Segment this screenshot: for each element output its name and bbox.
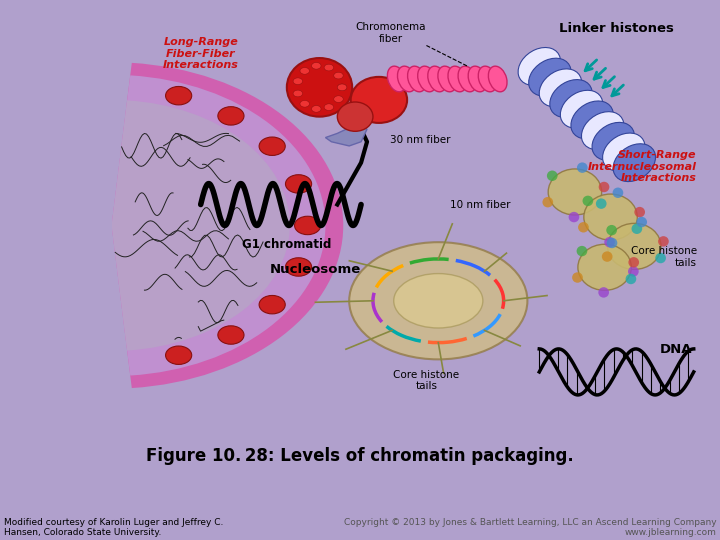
Ellipse shape — [394, 274, 483, 328]
Ellipse shape — [397, 66, 416, 92]
Ellipse shape — [577, 163, 588, 173]
Ellipse shape — [577, 246, 588, 256]
Text: Modified courtesy of Karolin Luger and Jeffrey C.
Hansen, Colorado State Univers: Modified courtesy of Karolin Luger and J… — [4, 518, 223, 537]
Ellipse shape — [626, 274, 636, 284]
Ellipse shape — [606, 225, 617, 235]
Ellipse shape — [478, 66, 497, 92]
Ellipse shape — [628, 266, 639, 276]
Circle shape — [334, 72, 343, 79]
Ellipse shape — [613, 187, 624, 198]
Circle shape — [293, 78, 302, 85]
Ellipse shape — [631, 224, 642, 234]
Ellipse shape — [560, 90, 603, 128]
Text: Core histone
tails: Core histone tails — [631, 246, 697, 268]
Circle shape — [324, 64, 333, 71]
Ellipse shape — [596, 198, 606, 209]
Ellipse shape — [448, 66, 467, 92]
Ellipse shape — [572, 272, 582, 283]
Ellipse shape — [613, 144, 655, 181]
Ellipse shape — [582, 112, 624, 150]
Circle shape — [285, 175, 312, 193]
Ellipse shape — [337, 102, 373, 131]
Circle shape — [166, 86, 192, 105]
Ellipse shape — [592, 123, 634, 160]
Text: Copyright © 2013 by Jones & Bartlett Learning, LLC an Ascend Learning Company
ww: Copyright © 2013 by Jones & Bartlett Lea… — [343, 518, 716, 537]
Ellipse shape — [542, 197, 553, 207]
Ellipse shape — [458, 66, 477, 92]
Text: Linker histones: Linker histones — [559, 23, 674, 36]
Ellipse shape — [578, 244, 631, 291]
Circle shape — [293, 90, 302, 97]
Ellipse shape — [604, 237, 615, 247]
Circle shape — [218, 326, 244, 344]
Wedge shape — [112, 76, 325, 375]
Ellipse shape — [408, 66, 426, 92]
Ellipse shape — [584, 194, 637, 240]
Ellipse shape — [634, 207, 645, 217]
Ellipse shape — [468, 66, 487, 92]
Ellipse shape — [547, 171, 557, 181]
Text: DNA: DNA — [660, 342, 692, 356]
Ellipse shape — [602, 251, 613, 262]
Ellipse shape — [569, 212, 580, 222]
Circle shape — [294, 216, 320, 235]
Ellipse shape — [550, 79, 592, 117]
Ellipse shape — [636, 217, 647, 227]
Ellipse shape — [387, 66, 406, 92]
Text: G1 chromatid: G1 chromatid — [243, 238, 332, 251]
Ellipse shape — [582, 195, 593, 206]
Ellipse shape — [351, 77, 407, 123]
Circle shape — [312, 63, 321, 69]
Ellipse shape — [571, 101, 613, 139]
Ellipse shape — [438, 66, 456, 92]
Circle shape — [312, 105, 321, 112]
Ellipse shape — [655, 253, 666, 264]
Ellipse shape — [539, 69, 582, 107]
Wedge shape — [112, 100, 289, 350]
Text: 10 nm fiber: 10 nm fiber — [449, 200, 510, 211]
Ellipse shape — [629, 257, 639, 267]
Ellipse shape — [528, 58, 571, 96]
Ellipse shape — [608, 224, 661, 269]
Ellipse shape — [518, 48, 560, 85]
Circle shape — [337, 84, 347, 91]
Ellipse shape — [349, 242, 528, 360]
Ellipse shape — [658, 236, 669, 247]
Ellipse shape — [418, 66, 436, 92]
Ellipse shape — [548, 169, 602, 215]
Ellipse shape — [603, 133, 645, 171]
Circle shape — [259, 137, 285, 156]
Circle shape — [300, 100, 310, 107]
Ellipse shape — [428, 66, 446, 92]
Circle shape — [285, 258, 312, 276]
Text: 30 nm fiber: 30 nm fiber — [390, 136, 451, 145]
Circle shape — [334, 96, 343, 103]
Text: Short-Range
Internucleosomal
Interactions: Short-Range Internucleosomal Interaction… — [588, 150, 697, 183]
Text: Chromonema
fiber: Chromonema fiber — [356, 23, 426, 44]
Circle shape — [300, 68, 310, 74]
Circle shape — [218, 107, 244, 125]
Circle shape — [259, 295, 285, 314]
Ellipse shape — [598, 287, 609, 298]
Circle shape — [166, 346, 192, 364]
Wedge shape — [112, 63, 343, 388]
Polygon shape — [325, 125, 367, 146]
Ellipse shape — [488, 66, 507, 92]
Circle shape — [324, 104, 333, 111]
Text: Nucleosome: Nucleosome — [270, 263, 361, 276]
Circle shape — [337, 84, 347, 91]
Text: Long-Range
Fiber-Fiber
Interactions: Long-Range Fiber-Fiber Interactions — [163, 37, 238, 70]
Ellipse shape — [287, 58, 352, 117]
Ellipse shape — [607, 238, 617, 248]
Text: Core histone
tails: Core histone tails — [393, 370, 459, 392]
Ellipse shape — [599, 182, 609, 192]
Text: Figure 10. 28: Levels of chromatin packaging.: Figure 10. 28: Levels of chromatin packa… — [146, 447, 574, 465]
Ellipse shape — [578, 222, 589, 233]
